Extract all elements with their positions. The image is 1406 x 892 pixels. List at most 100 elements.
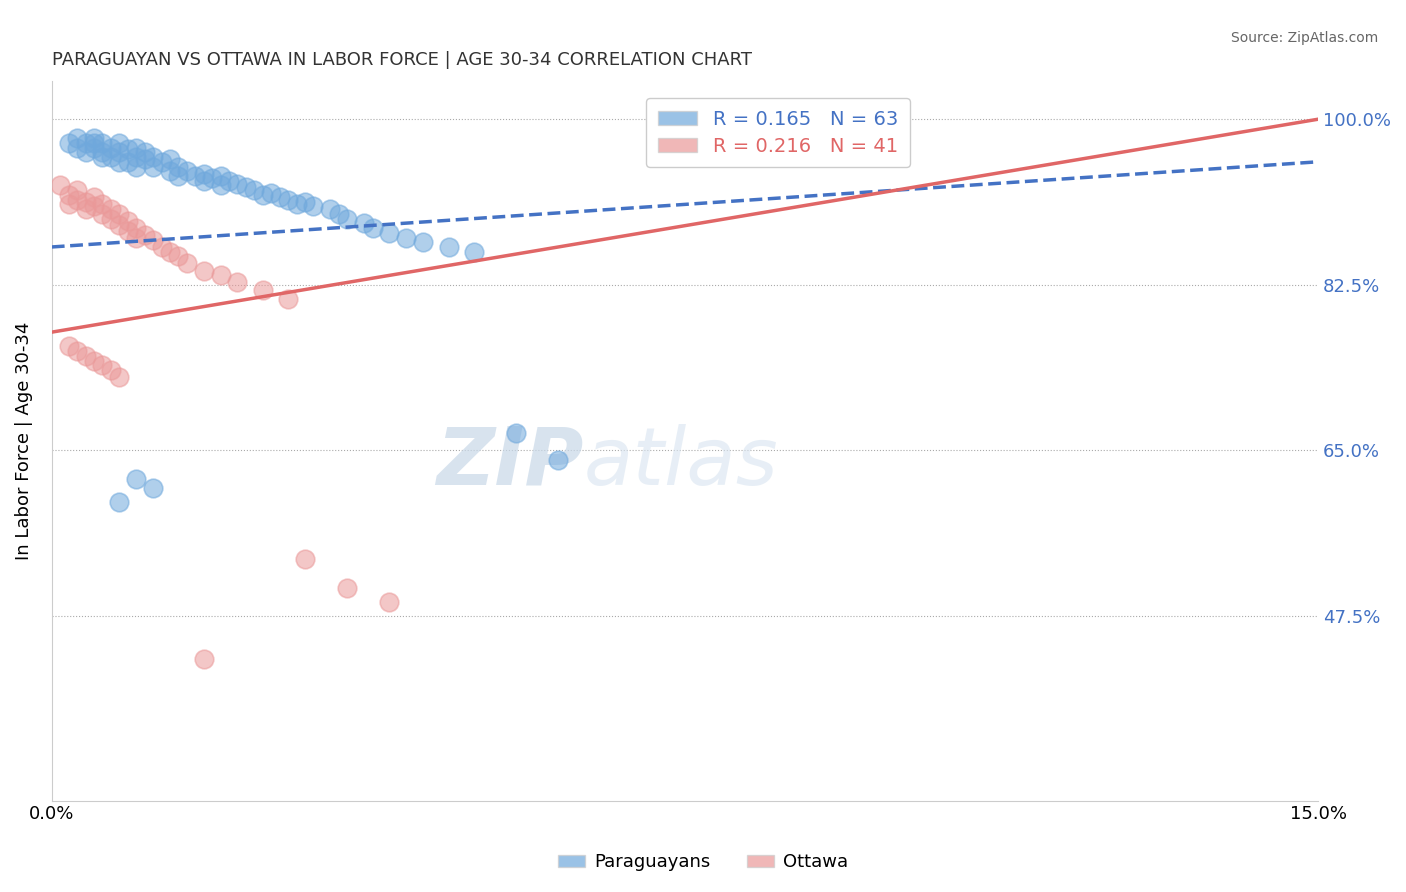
Point [117, 224, 139, 238]
Point [125, 160, 148, 174]
Point [83, 199, 105, 213]
Point [142, 160, 165, 174]
Text: ZIP: ZIP [436, 424, 583, 501]
Point [378, 595, 401, 609]
Point [437, 240, 460, 254]
Point [91, 358, 114, 372]
Point [100, 363, 122, 377]
Point [167, 249, 190, 263]
Point [134, 152, 156, 166]
Y-axis label: In Labor Force | Age 30-34: In Labor Force | Age 30-34 [15, 322, 32, 560]
Point [336, 581, 359, 595]
Point [125, 472, 148, 486]
Point [117, 154, 139, 169]
Point [66, 344, 89, 359]
Point [108, 495, 131, 509]
Point [108, 154, 131, 169]
Point [91, 136, 114, 150]
Point [66, 193, 89, 207]
Point [142, 150, 165, 164]
Point [235, 180, 257, 194]
Point [108, 369, 131, 384]
Point [176, 256, 198, 270]
Point [134, 145, 156, 160]
Point [58, 197, 80, 211]
Point [252, 283, 274, 297]
Point [83, 353, 105, 368]
Point [159, 164, 181, 178]
Point [142, 233, 165, 247]
Point [285, 197, 308, 211]
Point [184, 169, 207, 183]
Point [277, 292, 299, 306]
Point [100, 202, 122, 216]
Point [269, 190, 291, 204]
Point [125, 230, 148, 244]
Point [83, 140, 105, 154]
Point [75, 195, 97, 210]
Point [150, 154, 173, 169]
Point [243, 183, 266, 197]
Point [125, 150, 148, 164]
Point [328, 207, 350, 221]
Legend: Paraguayans, Ottawa: Paraguayans, Ottawa [551, 847, 855, 879]
Point [463, 244, 485, 259]
Point [294, 195, 316, 210]
Point [100, 140, 122, 154]
Point [209, 169, 232, 183]
Point [193, 174, 215, 188]
Point [209, 268, 232, 283]
Point [75, 145, 97, 160]
Point [226, 275, 249, 289]
Point [302, 199, 325, 213]
Point [117, 214, 139, 228]
Point [395, 230, 418, 244]
Point [226, 177, 249, 191]
Point [58, 136, 80, 150]
Point [252, 188, 274, 202]
Point [547, 453, 569, 467]
Point [66, 140, 89, 154]
Point [167, 160, 190, 174]
Point [142, 481, 165, 495]
Point [58, 339, 80, 353]
Point [336, 211, 359, 226]
Point [117, 143, 139, 157]
Point [134, 227, 156, 242]
Point [58, 188, 80, 202]
Point [412, 235, 434, 250]
Point [125, 221, 148, 235]
Point [49, 178, 72, 193]
Text: PARAGUAYAN VS OTTAWA IN LABOR FORCE | AGE 30-34 CORRELATION CHART: PARAGUAYAN VS OTTAWA IN LABOR FORCE | AG… [52, 51, 752, 69]
Point [260, 186, 283, 200]
Point [218, 174, 240, 188]
Point [167, 169, 190, 183]
Point [108, 207, 131, 221]
Point [193, 651, 215, 665]
Point [150, 240, 173, 254]
Point [361, 221, 384, 235]
Text: atlas: atlas [583, 424, 779, 501]
Point [100, 150, 122, 164]
Point [91, 145, 114, 160]
Point [125, 140, 148, 154]
Point [75, 136, 97, 150]
Point [100, 211, 122, 226]
Point [193, 167, 215, 181]
Point [159, 244, 181, 259]
Point [505, 426, 527, 441]
Point [83, 136, 105, 150]
Point [75, 202, 97, 216]
Point [91, 150, 114, 164]
Point [294, 552, 316, 566]
Point [353, 216, 375, 230]
Point [209, 178, 232, 193]
Legend: R = 0.165   N = 63, R = 0.216   N = 41: R = 0.165 N = 63, R = 0.216 N = 41 [647, 98, 910, 168]
Point [75, 349, 97, 363]
Point [193, 263, 215, 277]
Point [108, 218, 131, 232]
Point [319, 202, 342, 216]
Point [201, 170, 224, 185]
Point [159, 152, 181, 166]
Text: Source: ZipAtlas.com: Source: ZipAtlas.com [1230, 31, 1378, 45]
